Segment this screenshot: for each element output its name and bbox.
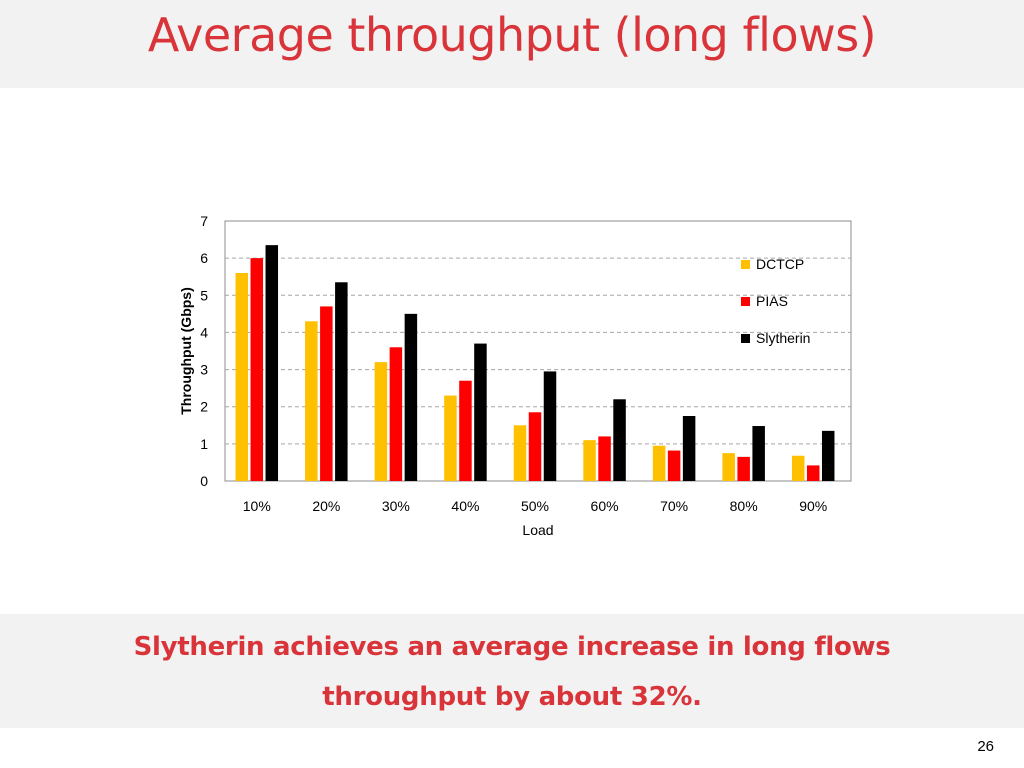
x-tick-label: 20% — [312, 498, 340, 514]
bar-dctcp — [652, 445, 666, 481]
bar-slytherin — [404, 313, 418, 481]
x-tick-label: 60% — [591, 498, 619, 514]
bar-pias — [250, 258, 264, 481]
y-tick-label: 0 — [200, 473, 208, 489]
bar-chart: 0 1 2 3 4 5 6 7 10% 20% 30% 40% 50% 60% 70% 80% 90% Load T… — [170, 205, 870, 555]
y-tick-label: 5 — [200, 287, 208, 303]
title-band — [0, 0, 1024, 88]
bar-pias — [667, 450, 681, 481]
legend-swatch-dctcp — [741, 260, 750, 269]
bar-slytherin — [613, 399, 626, 481]
x-tick-label: 10% — [243, 498, 271, 514]
x-tick-label: 80% — [730, 498, 758, 514]
bar-pias — [389, 347, 403, 481]
y-tick-label: 2 — [200, 399, 208, 415]
y-tick-label: 6 — [200, 250, 208, 266]
bar-slytherin — [543, 371, 557, 481]
bar-dctcp — [235, 273, 249, 481]
y-tick-label: 4 — [200, 324, 208, 340]
legend-swatch-slytherin — [741, 334, 750, 343]
bar-slytherin — [265, 245, 279, 481]
footer-band — [0, 614, 1024, 728]
x-tick-label: 30% — [382, 498, 410, 514]
takeaway-line-2: throughput by about 32%. — [322, 682, 702, 712]
x-tick-label: 70% — [660, 498, 688, 514]
bar-dctcp — [722, 453, 735, 481]
bar-dctcp — [583, 440, 596, 481]
y-tick-label: 1 — [200, 436, 208, 452]
y-tick-label: 3 — [200, 362, 208, 378]
bar-dctcp — [513, 425, 527, 481]
slide-title: Average throughput (long flows) — [147, 8, 877, 62]
page-number: 26 — [977, 738, 994, 755]
x-tick-label: 90% — [799, 498, 827, 514]
x-tick-label: 40% — [451, 498, 479, 514]
bar-slytherin — [474, 343, 487, 481]
bar-pias — [528, 412, 542, 481]
takeaway-text: Slytherin achieves an average increase i… — [80, 622, 944, 722]
bar-dctcp — [305, 321, 318, 481]
x-tick-label: 50% — [521, 498, 549, 514]
bar-slytherin — [752, 426, 765, 481]
bar-pias — [737, 456, 750, 481]
legend-swatch-pias — [741, 297, 750, 306]
legend-label-slytherin: Slytherin — [756, 330, 810, 346]
legend-label-pias: PIAS — [756, 293, 788, 309]
x-axis-label: Load — [522, 522, 553, 538]
y-axis-label: Throughput (Gbps) — [178, 287, 194, 415]
legend-label-dctcp: DCTCP — [756, 256, 804, 272]
bar-pias — [806, 465, 820, 481]
bar-pias — [459, 380, 472, 481]
bar-dctcp — [374, 362, 388, 481]
bar-slytherin — [821, 430, 835, 481]
y-tick-label: 7 — [200, 213, 208, 229]
bar-slytherin — [682, 416, 696, 481]
takeaway-line-1: Slytherin achieves an average increase i… — [133, 632, 891, 662]
bar-dctcp — [444, 395, 457, 481]
bar-dctcp — [791, 455, 805, 481]
bar-pias — [598, 436, 611, 481]
bar-chart-svg: 0 1 2 3 4 5 6 7 10% 20% 30% 40% 50% 60% 70% 80% 90% Load T… — [178, 213, 852, 538]
bar-slytherin — [335, 282, 348, 481]
bar-pias — [320, 306, 333, 481]
